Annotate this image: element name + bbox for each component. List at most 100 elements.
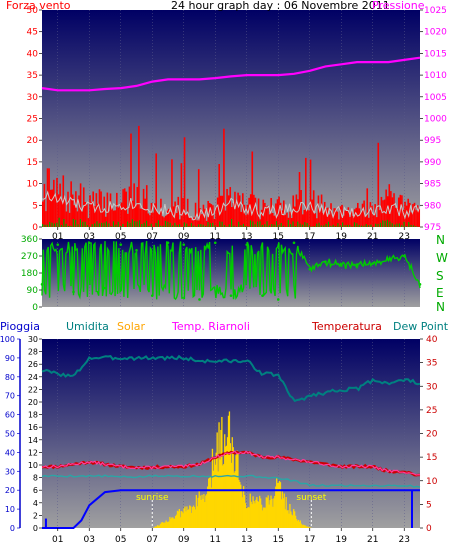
- solar-bar: [232, 447, 234, 528]
- wind-direction-point: [229, 294, 233, 297]
- wind-speed-bar: [166, 210, 169, 227]
- wind-avg-bar: [127, 221, 129, 227]
- solar-bar: [164, 522, 166, 528]
- wind-y-tick-label: 10: [27, 180, 39, 190]
- wind-speed-bar: [281, 210, 283, 227]
- wind-avg-bar: [46, 224, 48, 227]
- solar-bar: [179, 517, 181, 528]
- solar-bar: [306, 526, 308, 528]
- wind-speed-bar: [183, 137, 186, 227]
- pressure-y-tick-label: 980: [424, 201, 441, 211]
- wind-speed-bar: [51, 189, 54, 227]
- wind-speed-bar: [339, 206, 342, 227]
- solar-bar: [189, 505, 191, 528]
- wind-speed-bar: [188, 217, 191, 227]
- wind-speed-bar: [349, 217, 351, 227]
- wind-avg-bar: [117, 221, 119, 227]
- wind-speed-bar: [54, 196, 57, 227]
- wind-speed-bar: [226, 188, 228, 227]
- wind-speed-bar: [245, 215, 247, 227]
- wind-avg-bar: [84, 221, 86, 227]
- wind-speed-bar: [145, 185, 148, 227]
- pressure-line: [41, 56, 421, 92]
- wind-avg-bar: [103, 222, 105, 227]
- solar-bar: [173, 518, 176, 528]
- solar-bar: [260, 504, 263, 528]
- solar-bar: [182, 513, 184, 528]
- wind-avg-bar: [252, 221, 254, 227]
- wind-speed-bar: [212, 205, 214, 227]
- solar-bar: [277, 482, 280, 528]
- wind-speed-bar: [357, 202, 359, 227]
- solar-bar: [167, 521, 169, 528]
- wind-avg-bar: [82, 221, 84, 227]
- pressure-axis-title: Pressione: [372, 0, 425, 12]
- wind-speed-bar: [248, 197, 250, 227]
- wind-speed-bar: [103, 196, 106, 227]
- wind-speed-bar: [201, 214, 203, 227]
- wind-speed-bar: [136, 186, 139, 227]
- wind-speed-bar: [112, 210, 115, 227]
- wind-speed-bar: [171, 159, 173, 227]
- wind-speed-bar: [114, 210, 117, 227]
- solar-bar: [264, 507, 267, 528]
- wind-speed-bar: [305, 157, 307, 227]
- wind-avg-bar: [408, 222, 410, 227]
- wind-avg-bar: [190, 223, 193, 227]
- x-tick-label: 21: [367, 535, 378, 545]
- wind-speed-bar: [116, 192, 118, 227]
- wind-speed-bar: [180, 163, 183, 227]
- wind-speed-bar: [418, 208, 421, 227]
- wind-speed-bar: [273, 215, 276, 227]
- solar-bar: [228, 411, 231, 528]
- wind-speed-bar: [138, 125, 140, 227]
- wind-avg-bar: [299, 223, 301, 227]
- solar-bar: [288, 513, 290, 528]
- wind-avg-bar: [131, 219, 133, 227]
- wind-avg-bar: [287, 220, 289, 227]
- solar-bar: [285, 497, 287, 528]
- wind-speed-bar: [372, 215, 375, 227]
- wind-direction-point: [387, 258, 390, 262]
- wind-y-tick-label: 50: [27, 6, 39, 16]
- wind-avg-bar: [115, 224, 117, 227]
- wind-speed-bar: [73, 205, 76, 227]
- solar-bar: [158, 525, 161, 528]
- x-tick-label: 09: [178, 232, 190, 242]
- wind-avg-bar: [108, 223, 110, 227]
- wind-gust-line: [41, 190, 421, 222]
- wind-avg-bar: [311, 226, 313, 227]
- wind-avg-bar: [415, 226, 417, 227]
- wind-speed-bar: [71, 194, 74, 227]
- solar-bar: [217, 471, 219, 528]
- wind-avg-bar: [98, 223, 100, 227]
- wind-speed-bar: [369, 202, 372, 227]
- x-tick-label: 13: [241, 232, 252, 242]
- wind-avg-bar: [67, 225, 70, 227]
- wind-avg-bar: [105, 221, 107, 227]
- wind-speed-bar: [139, 208, 142, 227]
- x-tick-label: 05: [115, 232, 126, 242]
- wind-y-tick-label: 45: [27, 28, 38, 38]
- wind-avg-bar: [138, 220, 141, 227]
- wind-speed-bar: [254, 197, 257, 227]
- wind-avg-bar: [238, 221, 240, 227]
- direction-y-tick-label: 270: [21, 252, 38, 262]
- solar-bar: [171, 517, 173, 528]
- solar-bar: [268, 504, 270, 528]
- wind-speed-bar: [218, 164, 220, 227]
- solar-bars: [153, 411, 313, 528]
- wind-y-tick-label: 20: [27, 136, 39, 146]
- wind-speed-bar: [64, 197, 66, 227]
- wind-avg-bar: [197, 224, 200, 227]
- wind-speed-bar: [81, 211, 83, 227]
- wind-direction-point: [135, 249, 138, 252]
- grid-lines: [57, 10, 405, 227]
- wind-speed-bar: [374, 204, 376, 227]
- wind-y-tick-label: 35: [27, 71, 38, 81]
- wind-avg-bar: [405, 226, 408, 227]
- wind-speed-bar: [163, 217, 165, 227]
- wind-speed-bar: [199, 208, 202, 227]
- wind-avg-bar: [259, 221, 261, 227]
- wind-avg-bar: [344, 225, 346, 227]
